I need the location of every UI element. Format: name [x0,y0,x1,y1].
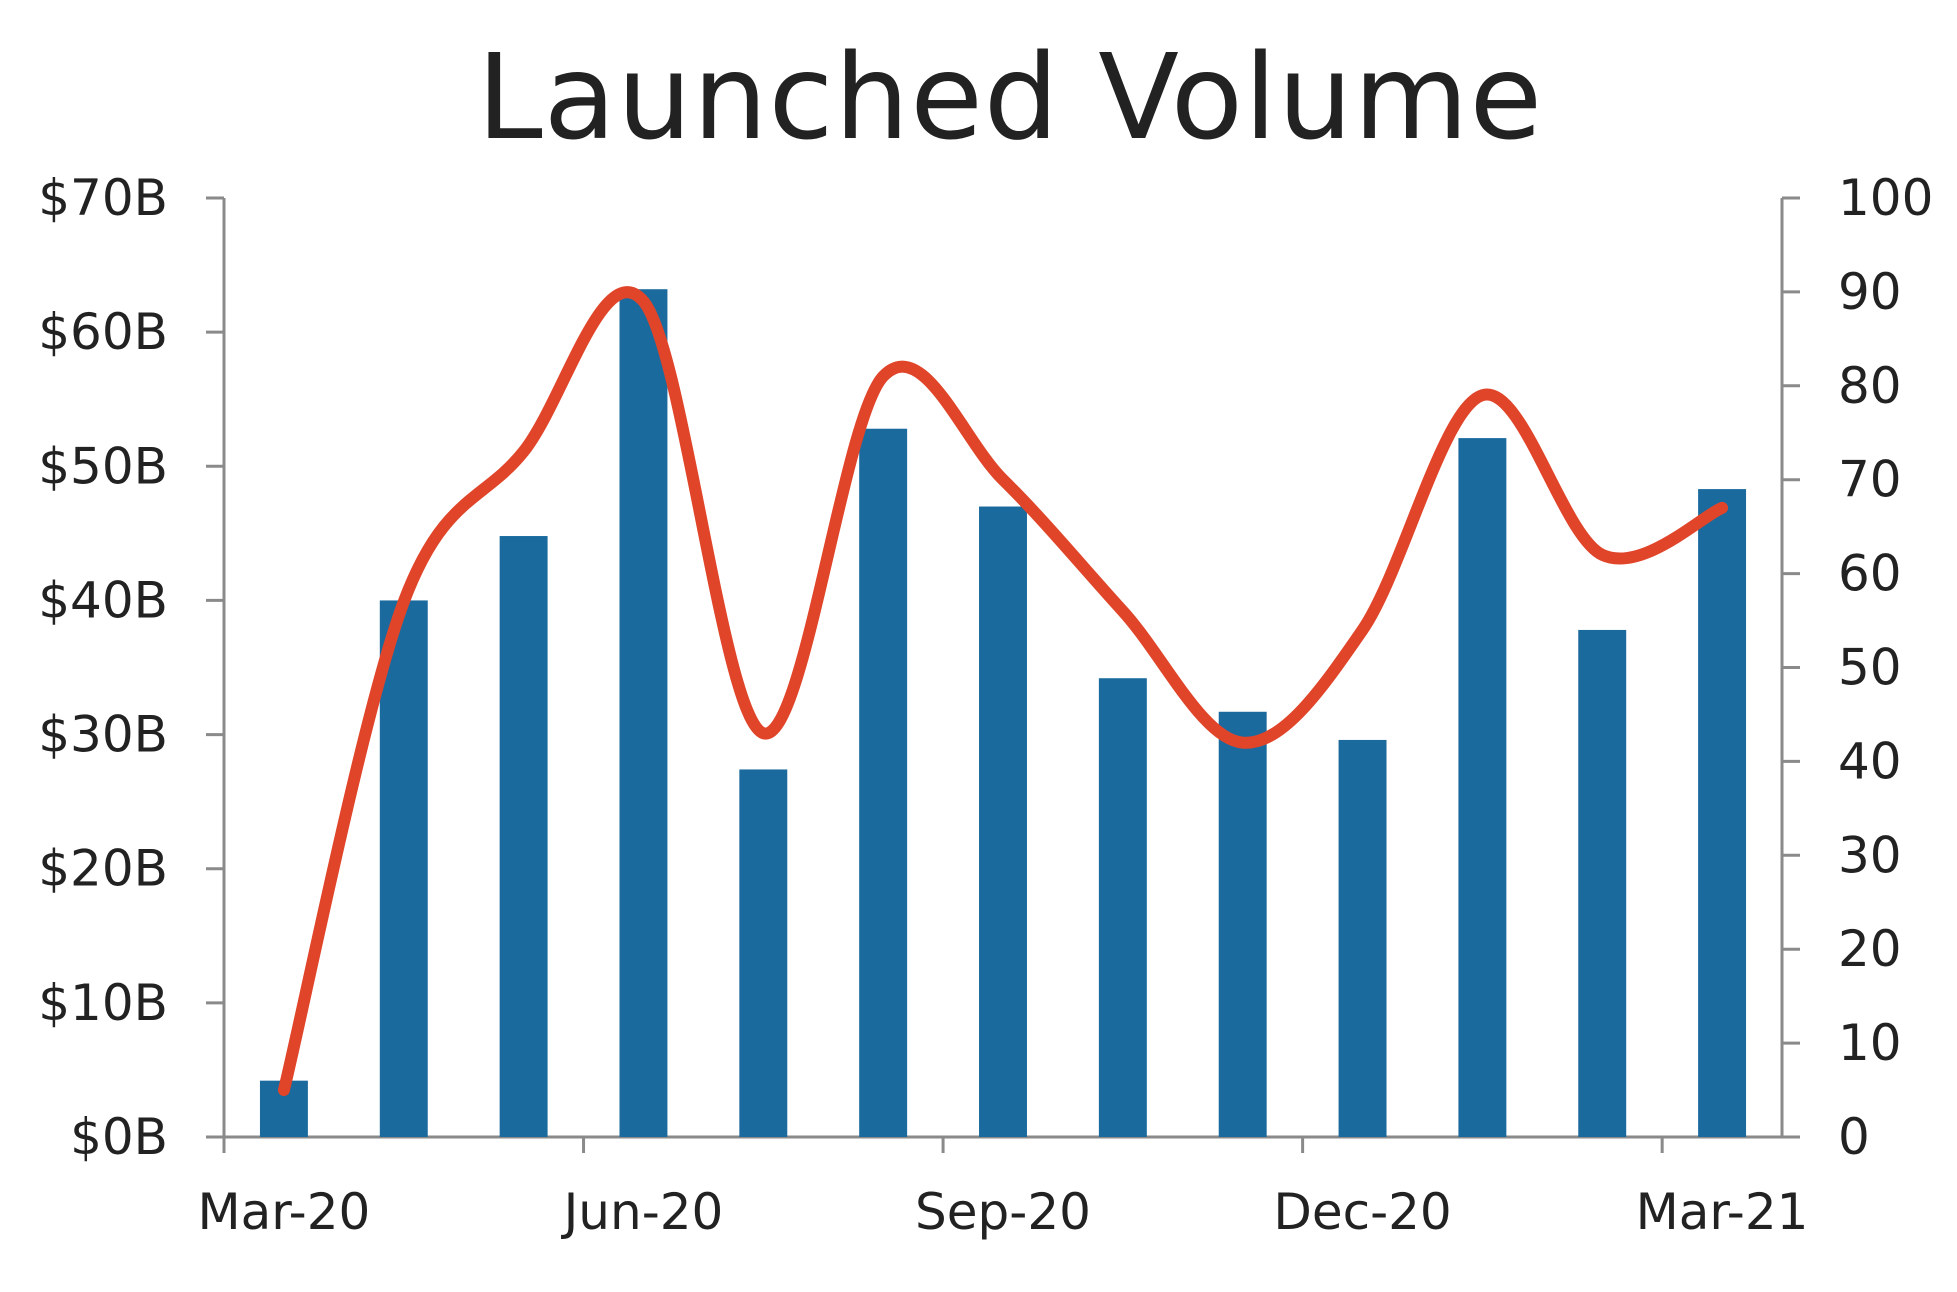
right-y-tick-label: 10 [1838,1014,1902,1072]
x-tick-label: Dec-20 [1273,1183,1451,1241]
volume-bar [1338,739,1387,1137]
volume-bar [1578,629,1627,1137]
volume-bar [739,769,788,1137]
right-y-tick-label: 20 [1838,920,1902,978]
left-y-tick-label: $60B [38,303,168,361]
x-tick-label: Mar-20 [198,1183,371,1241]
right-y-tick-label: 90 [1838,263,1902,321]
right-y-tick-label: 50 [1838,639,1902,697]
left-y-tick-label: $10B [38,974,168,1032]
left-y-tick-label: $40B [38,571,168,629]
x-tick-label: Sep-20 [915,1183,1091,1241]
right-y-tick-label: 0 [1838,1108,1870,1166]
volume-bar [1458,438,1507,1137]
count-line [277,286,1729,1097]
volume-bar [499,536,548,1137]
right-y-tick-label: 100 [1838,169,1933,227]
right-y-tick-label: 70 [1838,451,1902,509]
volume-bar [1698,489,1747,1138]
volume-bar [1218,711,1267,1137]
right-y-tick-label: 60 [1838,545,1902,603]
volume-bar [979,506,1027,1137]
left-y-tick-label: $50B [38,437,168,495]
x-tick-label: Jun-20 [561,1183,724,1241]
right-y-tick-label: 40 [1838,732,1902,790]
left-y-tick-label: $20B [38,840,168,898]
left-y-tick-label: $0B [70,1108,168,1166]
volume-bar [379,600,428,1137]
volume-bar [1098,678,1147,1137]
right-y-tick-label: 80 [1838,357,1902,415]
volume-bar [619,289,668,1137]
left-y-tick-label: $70B [38,169,168,227]
right-y-tick-label: 30 [1838,826,1902,884]
chart-title: Launched Volume [476,28,1544,166]
volume-bar [859,428,908,1137]
x-tick-label: Mar-21 [1636,1183,1809,1241]
left-y-tick-label: $30B [38,706,168,764]
